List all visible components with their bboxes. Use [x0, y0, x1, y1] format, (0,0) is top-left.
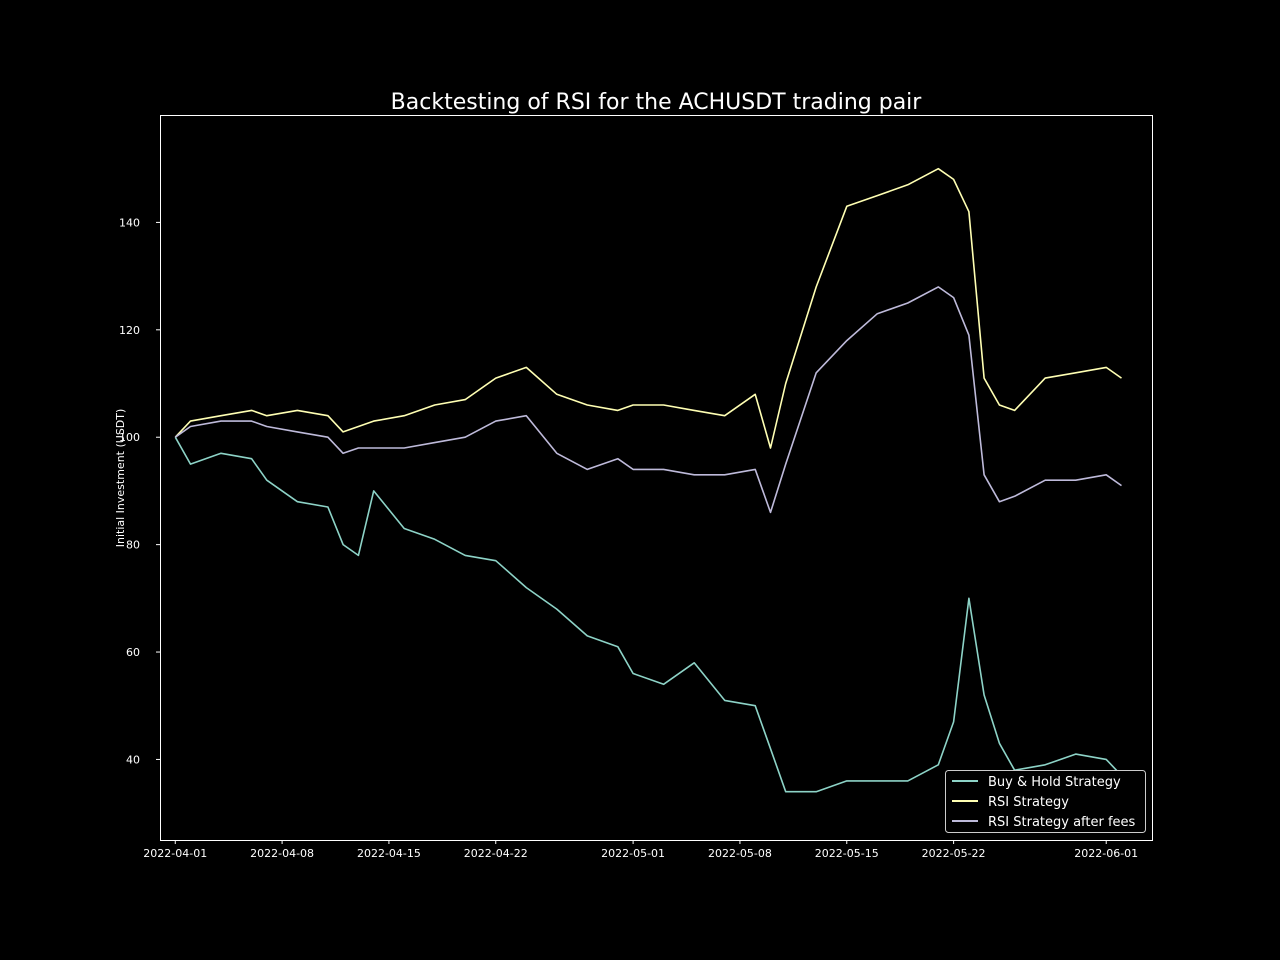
chart-title: Backtesting of RSI for the ACHUSDT tradi…	[391, 90, 923, 115]
series-line-3	[174, 286, 1122, 514]
x-tick-label: 2022-04-08	[250, 847, 314, 860]
series-layer	[174, 167, 1123, 793]
y-tick-label: 100	[119, 431, 140, 444]
x-tick-label: 2022-04-01	[143, 847, 207, 860]
legend-box	[945, 770, 1146, 833]
series-line-2	[174, 167, 1122, 449]
y-tick-label: 120	[119, 324, 140, 337]
x-tick-label: 2022-06-01	[1074, 847, 1138, 860]
legend: Buy & Hold Strategy RSI Strategy RSI Strat…	[945, 770, 1146, 833]
y-tick-label: 40	[126, 753, 140, 766]
y-tick-label: 140	[119, 216, 140, 229]
y-tick-label: 80	[126, 539, 140, 552]
y-axis-label: Initial Investment (USDT)	[114, 409, 127, 548]
x-tick-label: 2022-05-08	[708, 847, 772, 860]
x-tick-label: 2022-05-15	[815, 847, 879, 860]
x-tick-label: 2022-04-15	[357, 847, 421, 860]
x-tick-label: 2022-05-22	[922, 847, 986, 860]
x-tick-label: 2022-04-22	[464, 847, 528, 860]
legend-label: Buy & Hold Strategy	[988, 775, 1121, 790]
x-tick-label: 2022-05-01	[601, 847, 665, 860]
series-line-1	[174, 436, 1123, 793]
plot-frame	[160, 115, 1153, 841]
legend-label: RSI Strategy	[988, 795, 1069, 810]
y-axis: 40 60 80 100 120 140	[119, 216, 160, 766]
y-tick-label: 60	[126, 646, 140, 659]
x-axis: 2022-04-01 2022-04-08 2022-04-15 2022-04-22…	[143, 840, 1138, 860]
legend-label: RSI Strategy after fees	[988, 815, 1136, 830]
